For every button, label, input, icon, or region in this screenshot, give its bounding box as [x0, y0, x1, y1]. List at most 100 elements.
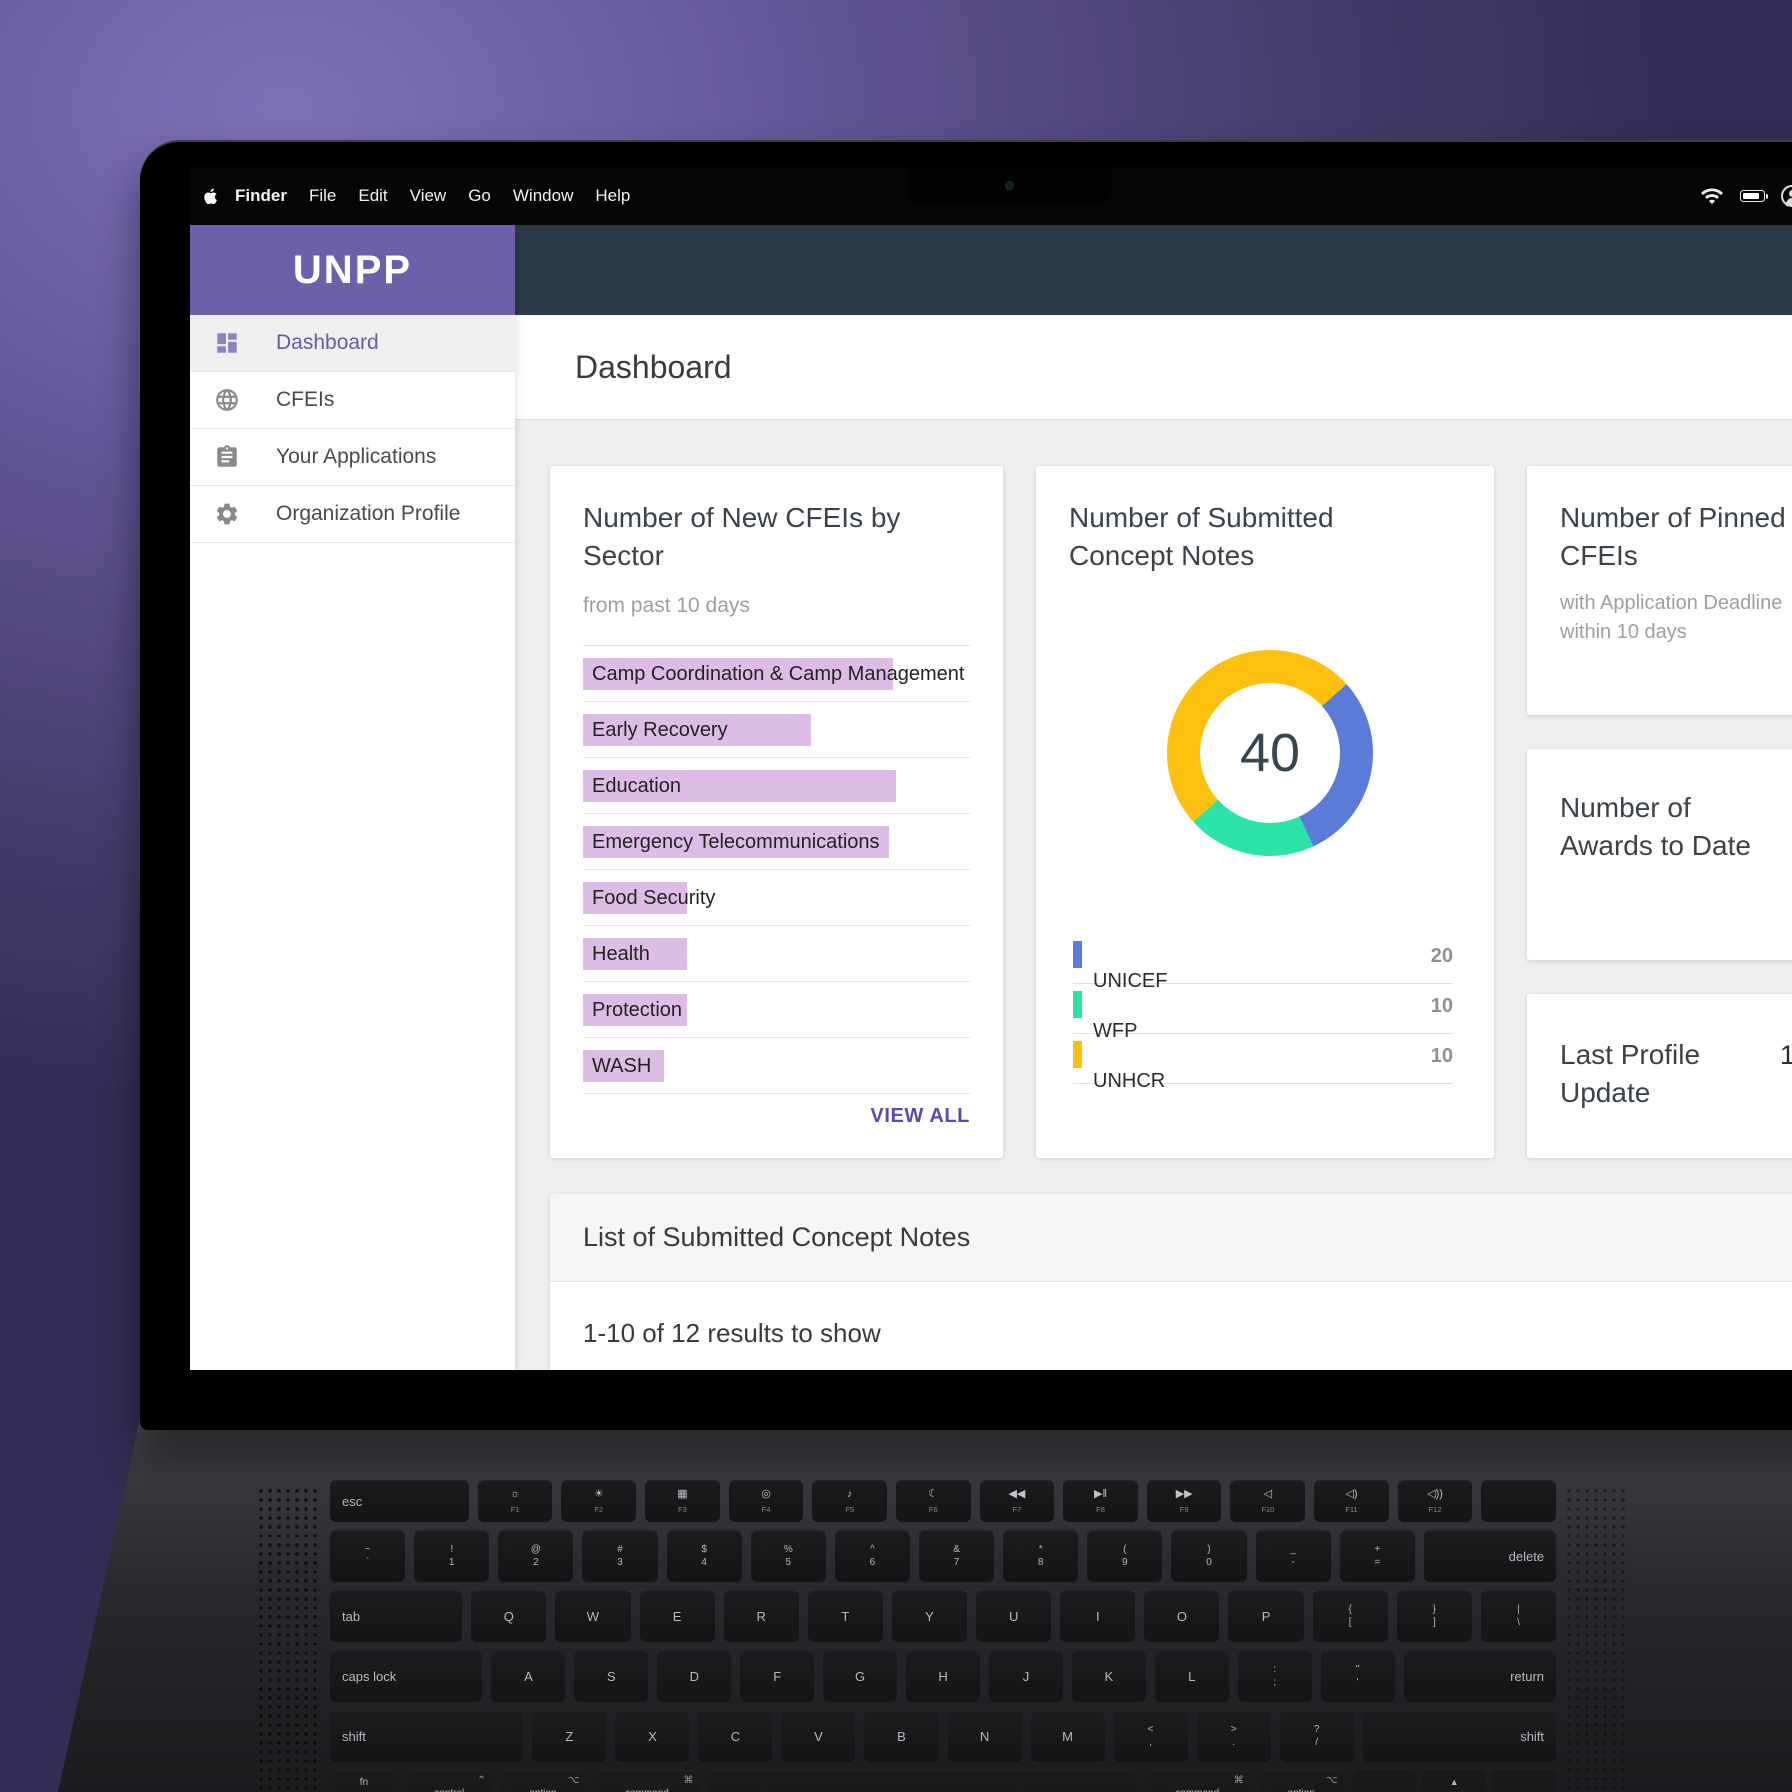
key-bottom-legend: . [1232, 1737, 1236, 1748]
sector-bar: Camp Coordination & Camp Management [583, 658, 964, 691]
key-bottom-legend: [ [1348, 1617, 1352, 1628]
wifi-icon[interactable] [1700, 184, 1724, 208]
legend-value: 10 [1430, 1045, 1453, 1067]
fn-key-icon: ☀ [593, 1488, 604, 1501]
menu-item-window[interactable]: Window [512, 186, 574, 205]
camera-dot [1005, 181, 1014, 190]
keyboard-row: fn ⌃ control ⌥ option ⌘ command ⌘ command ⌥ option… [330, 1770, 1556, 1792]
key-top-legend: : [1273, 1664, 1277, 1675]
fn-key-label: F1 [510, 1504, 520, 1514]
menu-item-finder[interactable]: Finder [235, 186, 287, 205]
legend-value: 20 [1430, 945, 1453, 967]
modifier-label: option [1288, 1788, 1315, 1792]
sidebar-item-organization-profile[interactable]: Organization Profile [190, 486, 515, 543]
key-7: & 7 [918, 1530, 995, 1582]
menu-item-file[interactable]: File [308, 186, 337, 205]
fn-key-icon: ◎ [761, 1488, 771, 1501]
key-shift: shift [1362, 1710, 1557, 1762]
key-bottom-legend: 0 [1206, 1557, 1212, 1568]
key-capslock: caps lock [330, 1650, 483, 1702]
key-g: G [823, 1650, 898, 1702]
speaker-grille-right [1566, 1488, 1630, 1792]
key-6: ^ 6 [834, 1530, 910, 1582]
apple-menu-icon[interactable] [194, 186, 224, 207]
fn-key-label: F6 [928, 1504, 938, 1514]
key-bottom-legend: 1 [448, 1557, 455, 1568]
keyboard-row: caps lock A S D F G H J K L:; " ' return [330, 1650, 1557, 1702]
card-title: Last Profile Update [1560, 1039, 1701, 1108]
globe-icon [214, 387, 240, 413]
key-control: ⌃ control [406, 1770, 492, 1792]
arrow-updown-keys: ▲▼ [1422, 1770, 1487, 1792]
key-: _ - [1255, 1530, 1331, 1582]
card-title: Number of Pinned CFEIs [1560, 502, 1786, 571]
key-top-legend: | [1517, 1604, 1520, 1615]
menu-bar-status-icons [1700, 167, 1792, 225]
key-top-legend: ? [1313, 1724, 1320, 1735]
card-submitted-concept-notes-list: List of Submitted Concept Notes 1-10 of … [550, 1194, 1792, 1370]
sector-row: Protection [583, 982, 970, 1039]
key-y: Y [891, 1590, 968, 1642]
key-top-legend: ) [1207, 1544, 1211, 1555]
key-top-legend: & [953, 1544, 960, 1555]
key-: {[ [1312, 1590, 1388, 1642]
unpp-app-window: UNPP Dashboard CFEIs Your Applications Orga… [190, 225, 1792, 1370]
fn-key-label: F12 [1428, 1504, 1442, 1514]
legend-swatch [1073, 991, 1082, 1018]
key-top-legend: # [617, 1544, 623, 1555]
menu-item-go[interactable]: Go [468, 186, 491, 205]
apple-logo-icon [204, 187, 217, 204]
account-icon[interactable] [1781, 185, 1792, 207]
donut-legend: UNICEF 20 WFP 10 UNHCR 10 [1073, 934, 1453, 1092]
arrow-left-icon: ◀ [1352, 1770, 1417, 1792]
menu-item-help[interactable]: Help [595, 186, 631, 205]
results-count-text: 1-10 of 12 results to show [583, 1318, 881, 1348]
key-fn: fn [330, 1770, 398, 1792]
sector-row: Food Security [583, 870, 970, 927]
card-pinned-cfeis: Number of Pinned CFEIs with Application … [1527, 466, 1792, 715]
sidebar-item-dashboard[interactable]: Dashboard [190, 315, 515, 372]
menu-item-view[interactable]: View [409, 186, 447, 205]
keyboard-row: tab Q W E R T Y U I O P{[}] | \ [330, 1590, 1557, 1642]
modifier-label: control [434, 1788, 464, 1792]
list-section-title: List of Submitted Concept Notes [550, 1194, 1792, 1282]
key-: | \ [1480, 1590, 1557, 1642]
sector-label: WASH [592, 1055, 652, 1078]
key-blank [708, 1770, 1136, 1792]
battery-icon[interactable] [1740, 190, 1768, 202]
key-bottom-legend: / [1315, 1737, 1319, 1748]
arrow-left-key: ◀ [1352, 1770, 1417, 1792]
key-a: A [491, 1650, 566, 1702]
key-: }] [1396, 1590, 1472, 1642]
sidebar-nav: Dashboard CFEIs Your Applications Organizat… [190, 315, 515, 543]
fn-key-icon: ◁)) [1427, 1488, 1443, 1501]
card-subtitle: from past 10 days [583, 593, 750, 617]
legend-value: 10 [1430, 995, 1453, 1017]
key-command: ⌘ command [1144, 1770, 1250, 1792]
key-top-legend: > [1230, 1724, 1237, 1735]
sector-label: Health [592, 943, 650, 966]
sector-label: Camp Coordination & Camp Management [592, 663, 965, 686]
key-f: F [740, 1650, 815, 1702]
fn-key-icon: ☼ [510, 1488, 521, 1501]
key-top-legend: _ [1290, 1544, 1296, 1555]
view-all-link[interactable]: VIEW ALL [870, 1105, 970, 1127]
key-f10: ◁ F10 [1230, 1480, 1306, 1522]
sidebar-item-label: Your Applications [276, 445, 437, 468]
sidebar-item-label: Dashboard [276, 331, 379, 354]
sidebar-item-your-applications[interactable]: Your Applications [190, 429, 515, 486]
laptop-keyboard: esc ☼ F1 ☀ F2 ▦ F3 ◎ F4 ♪ F5 ☾ F6 ◀◀ F7 ▶‖ F8 ▶▶ F9 ◁ F10 ◁) F… [330, 1480, 1557, 1792]
key-top-legend: @ [530, 1544, 541, 1555]
fn-key-icon: ▦ [677, 1488, 688, 1501]
menu-item-edit[interactable]: Edit [358, 186, 388, 205]
sidebar-item-label: CFEIs [276, 388, 335, 411]
sidebar-item-cfeis[interactable]: CFEIs [190, 372, 515, 429]
fn-key-label: F5 [845, 1504, 855, 1514]
laptop-screen: Finder File Edit View Go Window Help [190, 167, 1792, 1370]
key-2: @2 [498, 1530, 574, 1582]
key-0: ) 0 [1171, 1530, 1247, 1582]
fn-key-label: F4 [761, 1504, 771, 1514]
key-top-legend: < [1147, 1724, 1154, 1735]
key-top-legend: ( [1123, 1544, 1127, 1555]
key-top-legend: * [1038, 1544, 1043, 1555]
